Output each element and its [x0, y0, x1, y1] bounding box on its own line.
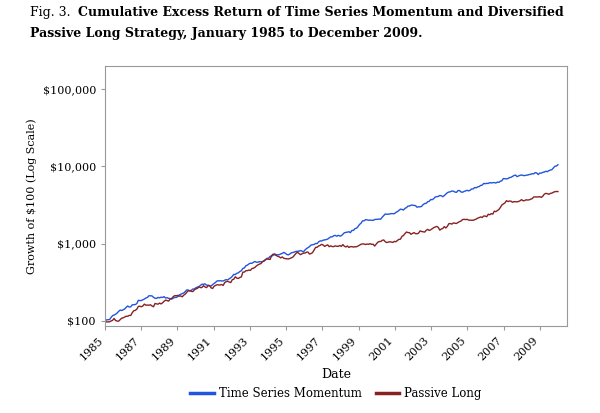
Passive Long: [103, 319, 110, 324]
Line: Passive Long: Passive Long: [105, 192, 558, 322]
Line: Time Series Momentum: Time Series Momentum: [105, 165, 558, 321]
Time Series Momentum: [379, 215, 386, 220]
Text: Fig. 3.: Fig. 3.: [30, 6, 71, 19]
Passive Long: [373, 242, 380, 247]
Y-axis label: Growth of $100 (Log Scale): Growth of $100 (Log Scale): [26, 119, 37, 274]
Passive Long: [485, 212, 492, 217]
Legend: Time Series Momentum, Passive Long: Time Series Momentum, Passive Long: [186, 382, 486, 405]
Passive Long: [104, 319, 112, 324]
Text: Cumulative Excess Return of Time Series Momentum and Diversified: Cumulative Excess Return of Time Series …: [78, 6, 564, 19]
X-axis label: Date: Date: [321, 368, 351, 381]
Passive Long: [380, 237, 388, 242]
Time Series Momentum: [101, 318, 109, 323]
Passive Long: [554, 189, 562, 194]
Time Series Momentum: [512, 173, 519, 178]
Time Series Momentum: [483, 181, 490, 186]
Time Series Momentum: [103, 317, 110, 322]
Text: Passive Long Strategy, January 1985 to December 2009.: Passive Long Strategy, January 1985 to D…: [30, 27, 422, 40]
Passive Long: [101, 318, 109, 323]
Passive Long: [514, 199, 521, 204]
Time Series Momentum: [370, 218, 377, 223]
Time Series Momentum: [554, 162, 562, 167]
Passive Long: [553, 189, 560, 194]
Passive Long: [371, 244, 378, 249]
Time Series Momentum: [371, 217, 378, 222]
